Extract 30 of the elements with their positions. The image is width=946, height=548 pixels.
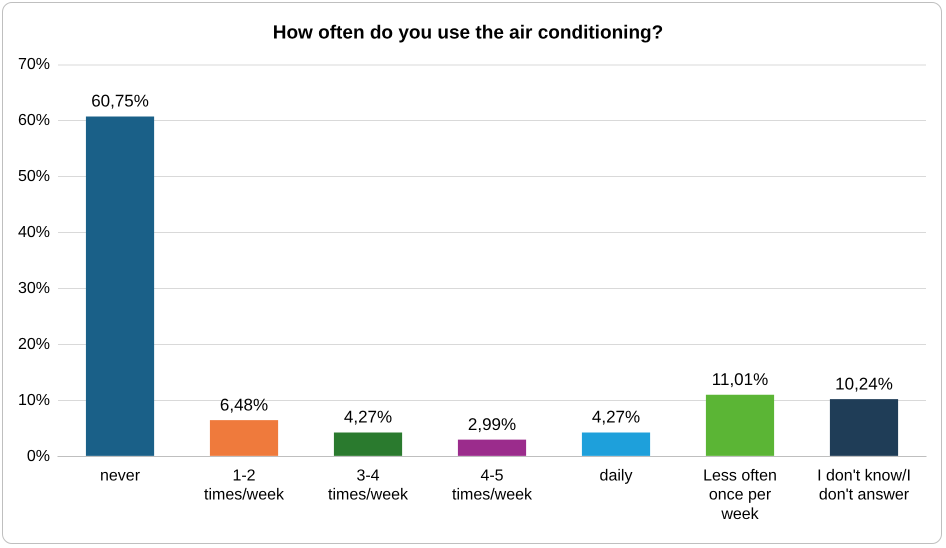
y-tick-label: 40% [18, 224, 50, 242]
bar [334, 432, 402, 456]
y-tick-label: 30% [18, 280, 50, 297]
y-tick-label: 70% [18, 56, 50, 74]
bar [830, 399, 898, 456]
y-tick-label: 0% [26, 448, 50, 465]
x-tick-label: never [100, 467, 141, 484]
data-label: 60,75% [91, 92, 149, 111]
x-tick-label: I don't know/I don't answer [817, 467, 911, 504]
y-tick-label: 20% [18, 336, 50, 353]
y-tick-label: 50% [18, 168, 50, 186]
x-tick-label: 4-5 times/week [452, 467, 534, 504]
data-label: 11,01% [712, 370, 768, 389]
chart-title: How often do you use the air conditioning? [272, 22, 664, 44]
data-label: 6,48% [220, 395, 268, 414]
bar [210, 420, 278, 456]
x-tick-label: 1-2 times/week [204, 467, 286, 504]
data-label: 4,27% [344, 408, 392, 427]
data-label: 10,24% [835, 374, 893, 394]
bar [86, 116, 154, 456]
bar [582, 432, 650, 456]
x-tick-label: Less often once per week [703, 467, 777, 523]
bar [458, 440, 526, 456]
data-label: 2,99% [468, 414, 516, 434]
y-tick-label: 60% [18, 112, 50, 130]
bar [706, 394, 774, 456]
x-tick-label: daily [600, 467, 632, 484]
y-tick-label: 10% [18, 392, 50, 409]
data-label: 4,27% [592, 408, 640, 427]
x-tick-label: 3-4 times/week [328, 467, 410, 504]
